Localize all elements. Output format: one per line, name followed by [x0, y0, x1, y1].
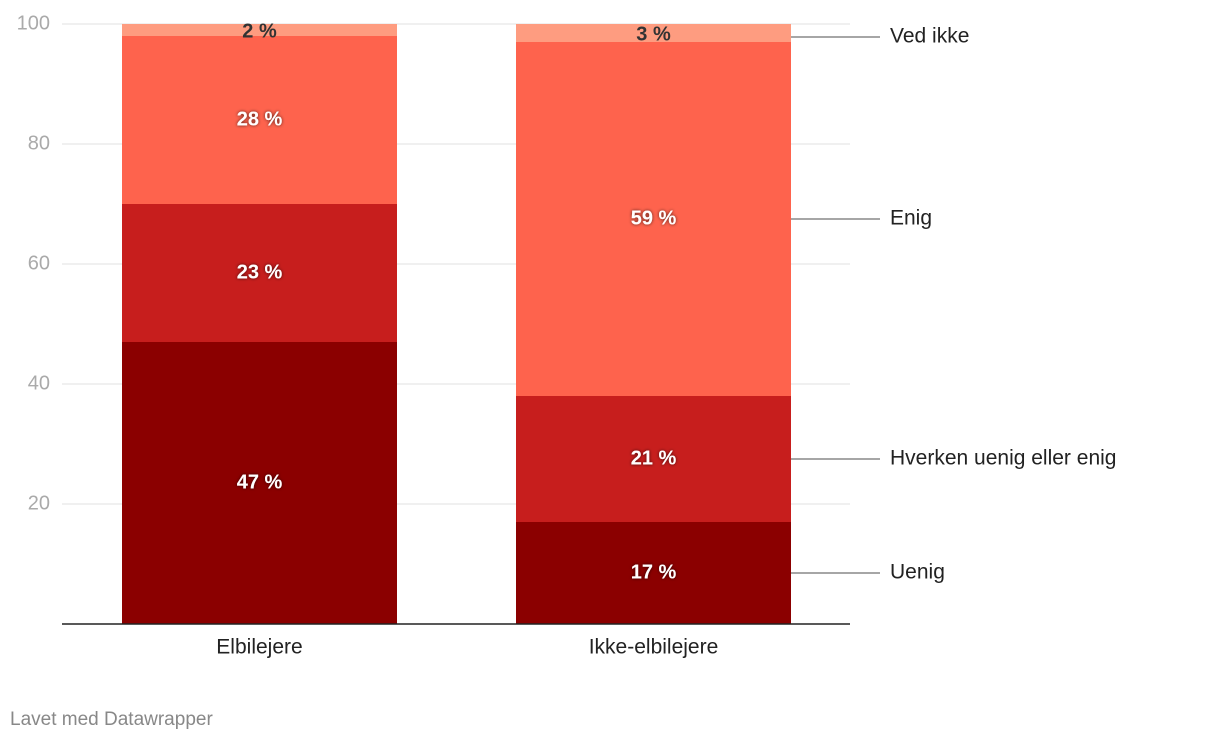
value-label: 23 % [237, 261, 283, 283]
bar-segment [516, 42, 791, 396]
value-label: 59 % [631, 207, 677, 229]
value-label: 47 % [237, 471, 283, 493]
y-tick-label: 20 [28, 492, 50, 514]
value-label: 2 % [242, 20, 277, 42]
bar-segment [122, 342, 397, 624]
series-label: Enig [890, 207, 932, 230]
y-tick-label: 40 [28, 372, 50, 394]
bar-segment [122, 24, 397, 36]
bar-segment [516, 522, 791, 624]
x-tick-label: Elbilejere [216, 636, 302, 659]
x-tick-label: Ikke-elbilejere [589, 636, 719, 659]
bar-segment [516, 396, 791, 522]
y-tick-label: 100 [17, 12, 50, 34]
bar-segment [122, 204, 397, 342]
value-label: 3 % [636, 23, 671, 45]
y-tick-label: 80 [28, 132, 50, 154]
bar-segment [122, 36, 397, 204]
bar-segment [516, 24, 791, 42]
y-tick-label: 60 [28, 252, 50, 274]
series-label: Hverken uenig eller enig [890, 447, 1116, 470]
value-label: 21 % [631, 447, 677, 469]
value-label: 28 % [237, 108, 283, 130]
series-label: Ved ikke [890, 25, 969, 48]
source: Lavet med Datawrapper [10, 709, 213, 730]
value-label: 17 % [631, 561, 677, 583]
series-label: Uenig [890, 561, 945, 584]
